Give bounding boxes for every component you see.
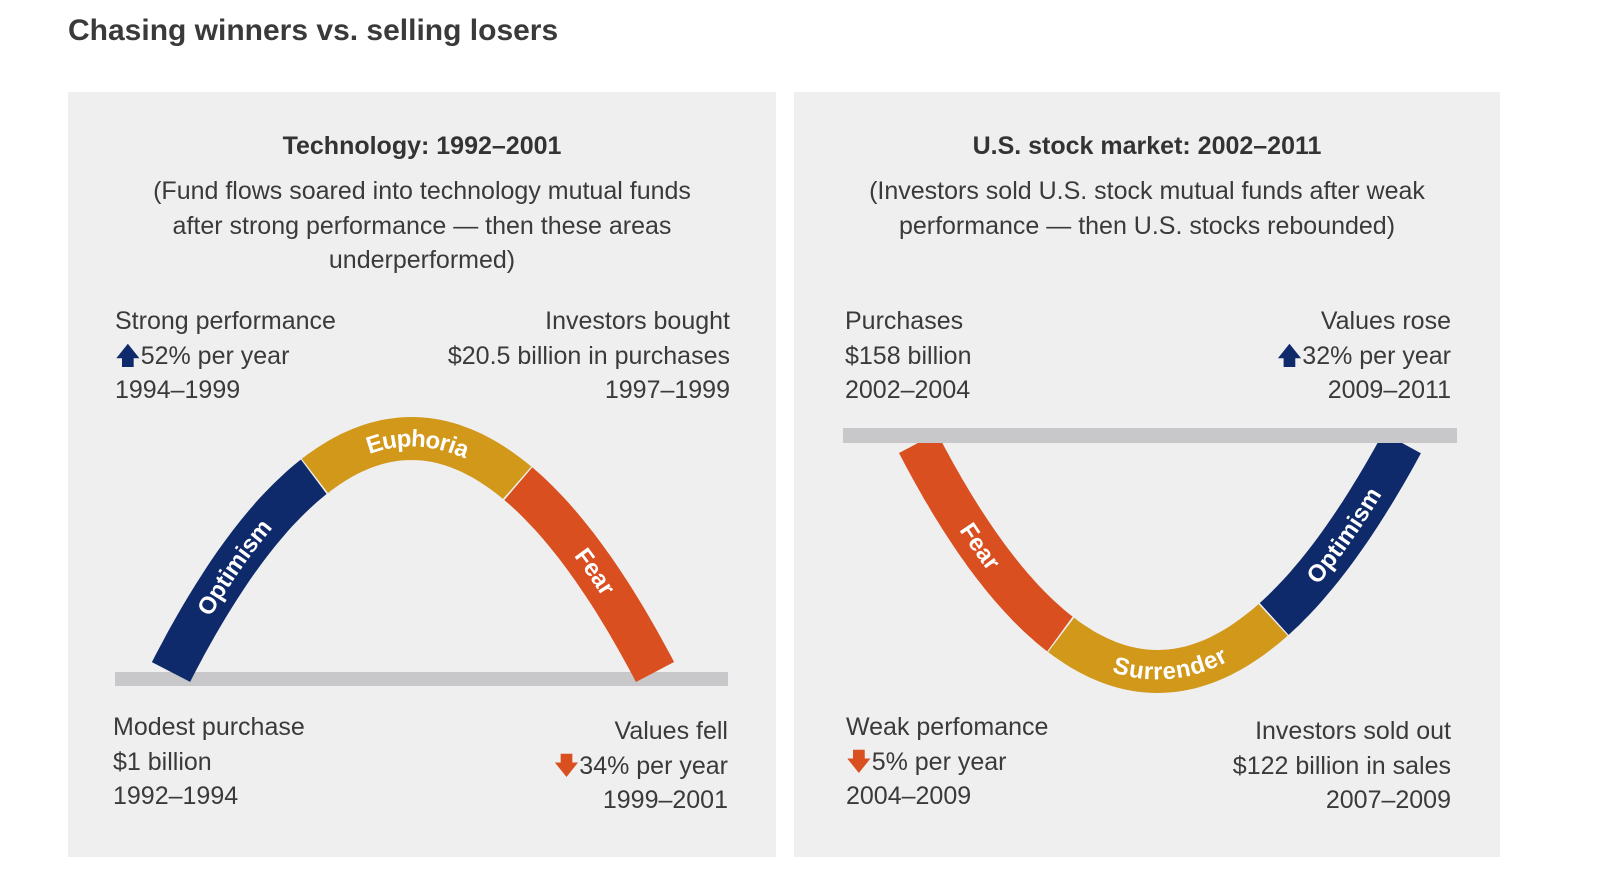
baseline-bar: [115, 672, 728, 686]
panel-title: Technology: 1992–2001: [282, 132, 562, 160]
label: Modest purchase: [113, 713, 305, 741]
label: Weak perfomance: [846, 713, 1049, 741]
period: 1997–1999: [604, 376, 730, 404]
period: 2004–2009: [846, 782, 972, 810]
up-arrow-icon: 🡅: [1276, 341, 1303, 370]
us-surrender-segment: [1048, 602, 1289, 694]
panel-subtitle: (Fund flows soared into technology mutua…: [153, 177, 691, 274]
panel-title: U.S. stock market: 2002–2011: [972, 132, 1322, 160]
modest-purchase-block: Modest purchase $1 billion 1992–1994: [113, 710, 305, 814]
page-title: Chasing winners vs. selling losers: [68, 14, 559, 47]
values-rose-block: Values rose 🡅32% per year 2009–2011: [1277, 304, 1451, 408]
us-fear-segment: [898, 432, 1075, 652]
label: Investors sold out: [1255, 717, 1451, 745]
value: $122 billion in sales: [1232, 751, 1451, 780]
strong-performance-block: Strong performance 🡅52% per year 1994–19…: [115, 304, 336, 408]
value: $20.5 billion in purchases: [447, 341, 730, 370]
label: Purchases: [845, 307, 964, 335]
label: Values rose: [1320, 307, 1451, 335]
values-fell-block: Values fell 🡇34% per year 1999–2001: [554, 714, 728, 818]
period: 2007–2009: [1325, 786, 1451, 814]
down-arrow-icon: 🡇: [553, 751, 580, 780]
purchases-block: Purchases $158 billion 2002–2004: [845, 304, 972, 408]
investors-sold-block: Investors sold out $122 billion in sales…: [1233, 714, 1451, 818]
weak-performance-block: Weak perfomance 🡇5% per year 2004–2009: [846, 710, 1048, 814]
down-arrow-icon: 🡇: [846, 747, 872, 776]
tech-fear-segment: [504, 467, 675, 682]
value: 32% per year: [1302, 341, 1451, 370]
technology-panel: Technology: 1992–2001 (Fund flows soared…: [68, 92, 776, 857]
value: 5% per year: [871, 747, 1007, 776]
label: Values fell: [614, 717, 729, 745]
period: 2002–2004: [845, 376, 971, 404]
up-arrow-icon: 🡅: [115, 341, 141, 370]
label: Strong performance: [115, 307, 336, 335]
period: 1992–1994: [113, 782, 239, 810]
period: 1999–2001: [602, 786, 728, 814]
tech-euphoria-segment: [301, 416, 532, 501]
value: 52% per year: [140, 341, 290, 370]
us-optimism-segment: [1259, 432, 1421, 635]
tech-optimism-segment: [151, 458, 329, 682]
investors-bought-block: Investors bought $20.5 billion in purcha…: [448, 304, 730, 408]
value: 34% per year: [579, 751, 728, 780]
label: Investors bought: [545, 307, 730, 335]
panel-subtitle: (Investors sold U.S. stock mutual funds …: [869, 177, 1425, 240]
value: $158 billion: [845, 341, 972, 370]
baseline-bar: [843, 428, 1457, 443]
period: 2009–2011: [1327, 376, 1451, 404]
period: 1994–1999: [115, 376, 241, 404]
value: $1 billion: [113, 747, 212, 776]
